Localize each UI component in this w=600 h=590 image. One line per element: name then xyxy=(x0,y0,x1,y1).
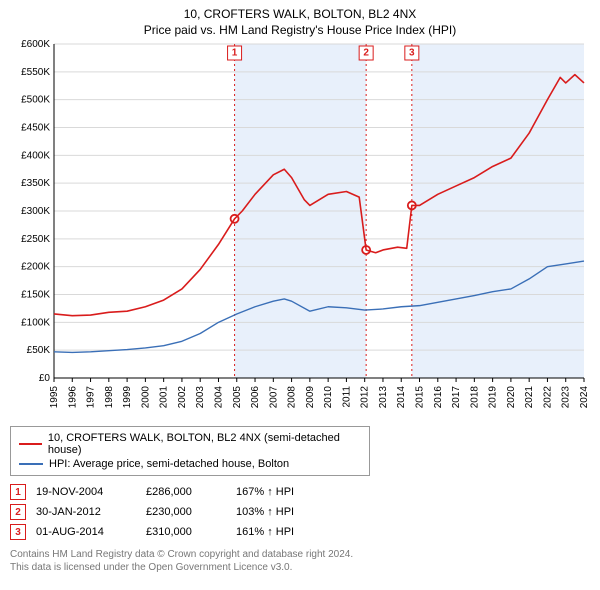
svg-text:2004: 2004 xyxy=(213,386,224,409)
svg-text:2: 2 xyxy=(363,48,369,59)
legend-swatch xyxy=(19,443,42,445)
legend-row: 10, CROFTERS WALK, BOLTON, BL2 4NX (semi… xyxy=(19,431,361,457)
sale-date: 01-AUG-2014 xyxy=(36,526,136,538)
svg-text:2001: 2001 xyxy=(159,386,170,409)
footer-line-1: Contains HM Land Registry data © Crown c… xyxy=(10,548,590,561)
svg-text:1995: 1995 xyxy=(49,386,60,409)
svg-text:2000: 2000 xyxy=(140,386,151,409)
svg-text:£100K: £100K xyxy=(21,318,50,329)
svg-text:2020: 2020 xyxy=(506,386,517,409)
svg-text:2008: 2008 xyxy=(287,386,298,409)
sale-price: £230,000 xyxy=(146,506,226,518)
svg-text:2017: 2017 xyxy=(451,386,462,409)
svg-text:2010: 2010 xyxy=(323,386,334,409)
sale-price: £286,000 xyxy=(146,486,226,498)
legend-row: HPI: Average price, semi-detached house,… xyxy=(19,457,361,471)
svg-text:2021: 2021 xyxy=(524,386,535,409)
svg-text:£300K: £300K xyxy=(21,206,50,217)
svg-text:2009: 2009 xyxy=(305,386,316,409)
svg-text:2018: 2018 xyxy=(469,386,480,409)
sale-marker-box: 2 xyxy=(10,504,26,520)
sale-hpi: 161% ↑ HPI xyxy=(236,526,326,538)
svg-text:2002: 2002 xyxy=(177,386,188,409)
sale-date: 30-JAN-2012 xyxy=(36,506,136,518)
data-attribution: Contains HM Land Registry data © Crown c… xyxy=(10,548,590,574)
svg-text:3: 3 xyxy=(409,48,415,59)
legend-swatch xyxy=(19,463,43,465)
sale-marker-box: 3 xyxy=(10,524,26,540)
svg-text:2006: 2006 xyxy=(250,386,261,409)
svg-text:£350K: £350K xyxy=(21,179,50,190)
sale-row: 2 30-JAN-2012 £230,000 103% ↑ HPI xyxy=(10,502,590,522)
chart-card: { "title_line1": "10, CROFTERS WALK, BOL… xyxy=(0,0,600,590)
legend: 10, CROFTERS WALK, BOLTON, BL2 4NX (semi… xyxy=(10,426,370,476)
svg-text:£400K: £400K xyxy=(21,151,50,162)
svg-text:£550K: £550K xyxy=(21,67,50,78)
svg-text:2014: 2014 xyxy=(396,386,407,409)
line-chart-svg: £0 £50K £100K £150K £200K £250K £300K £350K £400… xyxy=(10,40,590,420)
svg-text:1997: 1997 xyxy=(86,386,97,409)
svg-text:2024: 2024 xyxy=(579,386,590,409)
svg-text:1996: 1996 xyxy=(67,386,78,409)
svg-text:2019: 2019 xyxy=(488,386,499,409)
svg-text:1998: 1998 xyxy=(104,386,115,409)
title-subtitle: Price paid vs. HM Land Registry's House … xyxy=(10,22,590,38)
svg-text:£450K: £450K xyxy=(21,123,50,134)
sale-price: £310,000 xyxy=(146,526,226,538)
svg-text:£600K: £600K xyxy=(21,40,50,50)
svg-text:£150K: £150K xyxy=(21,290,50,301)
sale-hpi: 167% ↑ HPI xyxy=(236,486,326,498)
svg-text:2015: 2015 xyxy=(415,386,426,409)
svg-text:2013: 2013 xyxy=(378,386,389,409)
chart-area: £0 £50K £100K £150K £200K £250K £300K £350K £400… xyxy=(10,40,590,420)
svg-text:2012: 2012 xyxy=(360,386,371,409)
sale-row: 3 01-AUG-2014 £310,000 161% ↑ HPI xyxy=(10,522,590,542)
svg-text:1999: 1999 xyxy=(122,386,133,409)
svg-text:£0: £0 xyxy=(39,373,51,384)
svg-text:2011: 2011 xyxy=(341,386,352,408)
svg-text:2007: 2007 xyxy=(268,386,279,409)
svg-text:1: 1 xyxy=(232,48,238,59)
sale-row: 1 19-NOV-2004 £286,000 167% ↑ HPI xyxy=(10,482,590,502)
sales-table: 1 19-NOV-2004 £286,000 167% ↑ HPI 2 30-JAN-20… xyxy=(10,482,590,542)
title-address: 10, CROFTERS WALK, BOLTON, BL2 4NX xyxy=(10,6,590,22)
svg-text:£200K: £200K xyxy=(21,262,50,273)
svg-text:£50K: £50K xyxy=(27,346,51,357)
svg-text:2016: 2016 xyxy=(433,386,444,409)
svg-text:2023: 2023 xyxy=(561,386,572,409)
svg-text:£500K: £500K xyxy=(21,95,50,106)
legend-label: HPI: Average price, semi-detached house,… xyxy=(49,458,289,470)
sale-marker-box: 1 xyxy=(10,484,26,500)
svg-text:2003: 2003 xyxy=(195,386,206,409)
svg-text:£250K: £250K xyxy=(21,234,50,245)
sale-date: 19-NOV-2004 xyxy=(36,486,136,498)
chart-title: 10, CROFTERS WALK, BOLTON, BL2 4NX Price… xyxy=(10,6,590,38)
legend-label: 10, CROFTERS WALK, BOLTON, BL2 4NX (semi… xyxy=(48,432,361,456)
footer-line-2: This data is licensed under the Open Gov… xyxy=(10,561,590,574)
svg-text:2005: 2005 xyxy=(232,386,243,409)
sale-hpi: 103% ↑ HPI xyxy=(236,506,326,518)
svg-text:2022: 2022 xyxy=(542,386,553,409)
